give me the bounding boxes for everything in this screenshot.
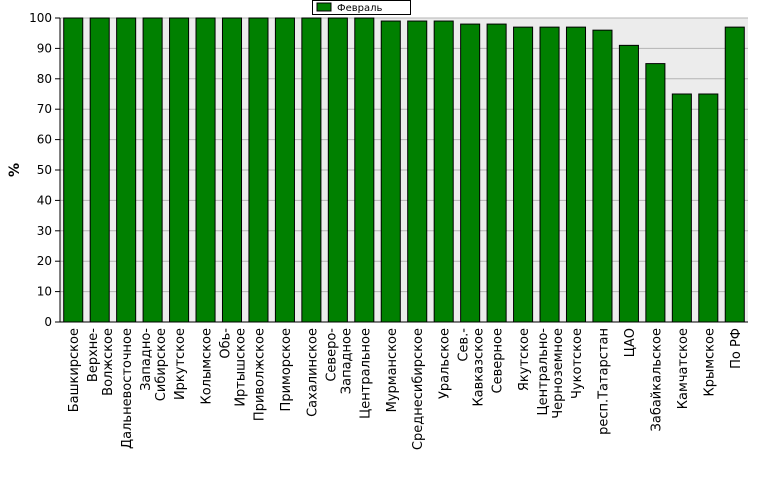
legend: Февраль — [312, 0, 411, 15]
bar — [698, 93, 719, 323]
category-label: Забайкальское — [649, 328, 664, 431]
bar — [221, 17, 243, 323]
bar — [565, 26, 587, 323]
category-label: Обь- — [219, 328, 234, 359]
y-tick-label: 0 — [44, 315, 52, 329]
category-label: Мурманское — [385, 328, 400, 412]
bar — [460, 23, 481, 323]
category-label: Крымское — [702, 328, 717, 397]
bar — [671, 93, 692, 323]
y-tick-label: 10 — [37, 285, 52, 299]
y-tick-label: 40 — [37, 193, 52, 207]
category-label: Чукотское — [570, 328, 585, 399]
bar — [169, 17, 190, 323]
bar — [142, 17, 163, 323]
bar — [354, 17, 375, 323]
legend-box — [312, 0, 411, 15]
category-label: Черноземное — [551, 328, 566, 419]
category-label: Верхне- — [86, 328, 101, 382]
legend-swatch — [316, 2, 332, 12]
bar — [301, 17, 322, 323]
category-label: Северное — [491, 328, 506, 393]
category-label: Кавказское — [472, 328, 487, 407]
y-axis: 0 10 20 30 40 50 60 70 80 90 100 — [29, 11, 748, 329]
bar — [486, 23, 507, 323]
category-label: Северо- — [324, 328, 339, 382]
category-label: Среднесибирское — [411, 328, 426, 450]
bar — [89, 17, 110, 323]
y-tick-label: 30 — [37, 224, 52, 238]
category-label: Сев.- — [457, 328, 472, 362]
category-label: Колымское — [200, 328, 215, 405]
bar — [195, 17, 216, 323]
bars — [63, 17, 745, 323]
category-label: Западно- — [139, 328, 154, 391]
category-label: Волжское — [101, 328, 116, 396]
category-label: Дальневосточное — [120, 328, 135, 449]
bar — [513, 26, 534, 323]
bar — [592, 29, 613, 323]
category-label: Сибирское — [154, 328, 169, 401]
y-tick-label: 80 — [37, 72, 52, 86]
bar — [327, 17, 348, 323]
category-label: Приволжское — [252, 328, 267, 421]
category-label: Западное — [339, 328, 354, 394]
bar — [274, 17, 295, 323]
x-axis-labels: Башкирское Верхне- Волжское Дальневосточное… — [67, 328, 744, 450]
category-label: респ.Татарстан — [596, 328, 611, 435]
bar — [618, 44, 639, 323]
category-label: Приморское — [279, 328, 294, 411]
category-label: Сахалинское — [305, 328, 320, 417]
category-label: Центрально- — [536, 328, 551, 416]
category-label: Центральное — [358, 328, 373, 419]
y-tick-label: 100 — [29, 11, 52, 25]
category-label: Иртышское — [234, 328, 249, 407]
category-label: Башкирское — [67, 328, 82, 412]
legend-label: Февраль — [337, 3, 383, 14]
y-tick-label: 60 — [37, 133, 52, 147]
bar — [433, 20, 454, 323]
bar — [724, 26, 745, 323]
y-tick-label: 70 — [37, 102, 52, 116]
bar — [645, 63, 666, 323]
category-label: Камчатское — [676, 328, 691, 409]
category-label: ЦАО — [623, 328, 638, 357]
y-tick-label: 20 — [37, 254, 52, 268]
bar — [407, 20, 428, 323]
y-axis-label: % — [7, 163, 23, 177]
bar — [63, 17, 84, 323]
category-label: По РФ — [729, 328, 744, 369]
plot-area — [60, 17, 748, 322]
bar — [116, 17, 137, 323]
category-label: Уральское — [438, 328, 453, 399]
bar — [539, 26, 560, 323]
y-tick-label: 50 — [37, 163, 52, 177]
category-label: Иркутское — [173, 328, 188, 400]
category-label: Якутское — [517, 328, 532, 391]
bar — [380, 20, 401, 323]
bar — [248, 17, 269, 323]
y-tick-label: 90 — [37, 41, 52, 55]
